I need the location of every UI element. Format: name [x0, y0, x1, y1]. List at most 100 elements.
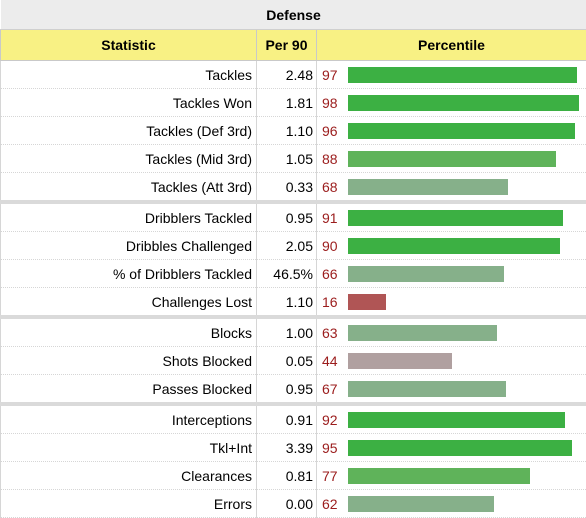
percentile-bar [348, 468, 530, 484]
header-statistic[interactable]: Statistic [1, 30, 257, 61]
percentile-value: 16 [322, 294, 338, 310]
percentile-cell: 88 [317, 145, 586, 173]
stat-name-cell: Interceptions [1, 404, 257, 434]
percentile-value: 88 [322, 151, 338, 167]
percentile-cell: 68 [317, 173, 586, 203]
stat-name-cell: Passes Blocked [1, 375, 257, 405]
percentile-bar [348, 179, 508, 195]
stat-name-cell: Shots Blocked [1, 347, 257, 375]
percentile-cell: 16 [317, 288, 586, 318]
percentile-cell: 62 [317, 490, 586, 518]
percentile-value: 68 [322, 179, 338, 195]
percentile-value: 44 [322, 353, 338, 369]
percentile-cell: 44 [317, 347, 586, 375]
per90-value-cell: 0.81 [257, 462, 317, 490]
stat-name-cell: Tackles (Mid 3rd) [1, 145, 257, 173]
stat-name-cell: Dribbles Challenged [1, 232, 257, 260]
per90-value-cell: 0.95 [257, 202, 317, 232]
header-per90[interactable]: Per 90 [257, 30, 317, 61]
percentile-cell: 67 [317, 375, 586, 405]
per90-value-cell: 0.95 [257, 375, 317, 405]
stat-name-cell: Clearances [1, 462, 257, 490]
per90-value-cell: 1.10 [257, 117, 317, 145]
per90-value-cell: 0.00 [257, 490, 317, 518]
percentile-bar [348, 123, 575, 139]
stat-name-cell: Blocks [1, 317, 257, 347]
stat-name-cell: Challenges Lost [1, 288, 257, 318]
table-header-row: Statistic Per 90 Percentile [1, 30, 586, 61]
percentile-cell: 77 [317, 462, 586, 490]
percentile-value: 92 [322, 412, 338, 428]
per90-value-cell: 0.33 [257, 173, 317, 203]
percentile-bar [348, 67, 577, 83]
percentile-value: 77 [322, 468, 338, 484]
percentile-bar [348, 294, 386, 310]
stat-name-cell: Dribblers Tackled [1, 202, 257, 232]
table-title-row: Defense [1, 0, 586, 30]
percentile-bar [348, 381, 506, 397]
per90-value-cell: 1.10 [257, 288, 317, 318]
percentile-cell: 96 [317, 117, 586, 145]
stat-name-cell: % of Dribblers Tackled [1, 260, 257, 288]
stat-name-cell: Tackles Won [1, 89, 257, 117]
percentile-value: 97 [322, 67, 338, 83]
per90-value-cell: 1.00 [257, 317, 317, 347]
table-title: Defense [1, 0, 586, 30]
percentile-value: 91 [322, 210, 338, 226]
percentile-value: 90 [322, 238, 338, 254]
per90-value-cell: 2.48 [257, 61, 317, 89]
per90-value-cell: 1.05 [257, 145, 317, 173]
stat-name-cell: Tackles (Def 3rd) [1, 117, 257, 145]
stat-name-cell: Tkl+Int [1, 434, 257, 462]
percentile-cell: 63 [317, 317, 586, 347]
percentile-bar [348, 238, 560, 254]
per90-value-cell: 0.05 [257, 347, 317, 375]
percentile-value: 66 [322, 266, 338, 282]
header-percentile[interactable]: Percentile [317, 30, 586, 61]
percentile-value: 63 [322, 325, 338, 341]
percentile-bar [348, 440, 572, 456]
per90-value-cell: 46.5% [257, 260, 317, 288]
percentile-bar [348, 412, 565, 428]
percentile-value: 62 [322, 496, 338, 512]
percentile-bar [348, 210, 563, 226]
per90-value-cell: 1.81 [257, 89, 317, 117]
stat-name-cell: Errors [1, 490, 257, 518]
percentile-bar [348, 266, 504, 282]
table-row: Tackles (Def 3rd)1.10 96 [1, 117, 586, 145]
per90-value-cell: 0.91 [257, 404, 317, 434]
percentile-bar [348, 95, 579, 111]
percentile-cell: 90 [317, 232, 586, 260]
percentile-bar [348, 151, 556, 167]
percentile-value: 98 [322, 95, 338, 111]
stat-name-cell: Tackles [1, 61, 257, 89]
percentile-cell: 66 [317, 260, 586, 288]
per90-value-cell: 3.39 [257, 434, 317, 462]
percentile-bar [348, 325, 497, 341]
percentile-value: 95 [322, 440, 338, 456]
percentile-cell: 95 [317, 434, 586, 462]
percentile-cell: 91 [317, 202, 586, 232]
percentile-cell: 97 [317, 61, 586, 89]
percentile-value: 96 [322, 123, 338, 139]
percentile-bar [348, 353, 452, 369]
percentile-value: 67 [322, 381, 338, 397]
percentile-cell: 92 [317, 404, 586, 434]
percentile-cell: 98 [317, 89, 586, 117]
